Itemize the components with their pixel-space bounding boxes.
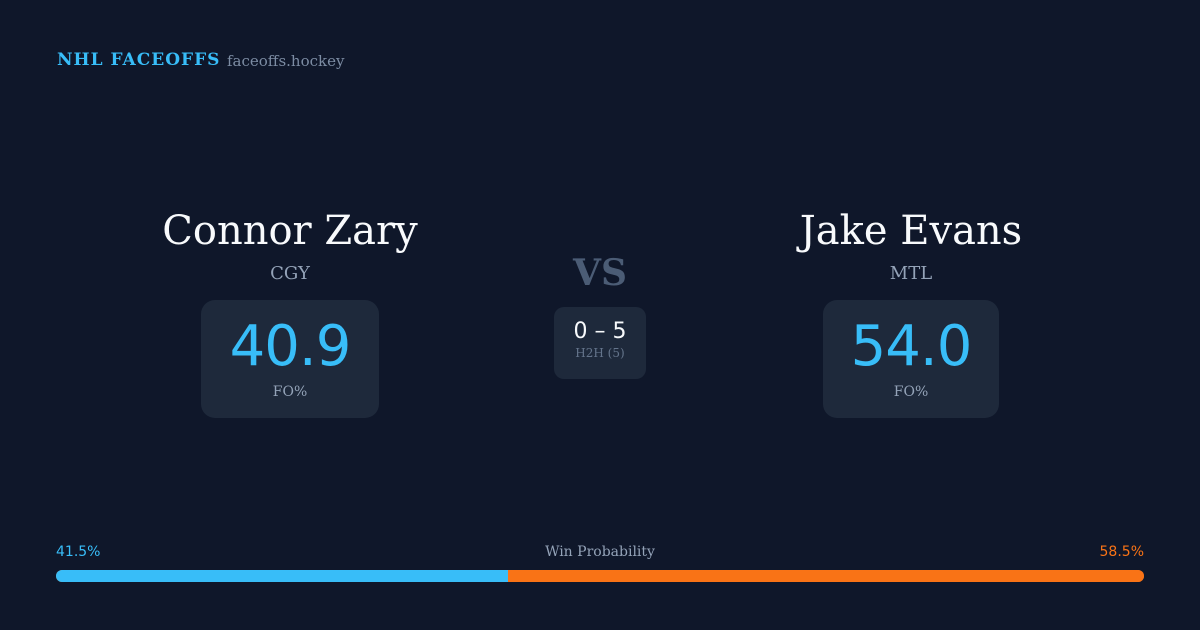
win-probability-title: Win Probability (545, 544, 655, 560)
win-prob-right: 58.5% (1099, 544, 1144, 560)
fo-label: FO% (893, 384, 929, 400)
fo-value: 40.9 (229, 314, 352, 379)
site-name: faceoffs.hockey (227, 52, 345, 70)
win-probability-bar (56, 570, 1144, 582)
fo-stat-box: 40.9 FO% (201, 300, 379, 418)
vs-label: VS (573, 252, 627, 294)
h2h-box: 0 – 5 H2H (5) (554, 307, 646, 379)
player-name: Connor Zary (162, 208, 418, 254)
player-team: MTL (889, 263, 933, 284)
win-prob-left-fill (56, 570, 508, 582)
player-name: Jake Evans (799, 208, 1023, 254)
win-prob-right-fill (507, 570, 1144, 582)
fo-value: 54.0 (850, 314, 973, 379)
h2h-label: H2H (5) (575, 346, 625, 360)
fo-stat-box: 54.0 FO% (823, 300, 999, 418)
fo-label: FO% (272, 384, 308, 400)
player-left: Connor Zary CGY 40.9 FO% (80, 205, 500, 418)
player-right: Jake Evans MTL 54.0 FO% (701, 205, 1121, 418)
brand-title: NHL FACEOFFS (57, 50, 221, 70)
player-team: CGY (270, 263, 310, 284)
h2h-score: 0 – 5 (573, 319, 627, 344)
win-prob-left: 41.5% (56, 544, 101, 560)
